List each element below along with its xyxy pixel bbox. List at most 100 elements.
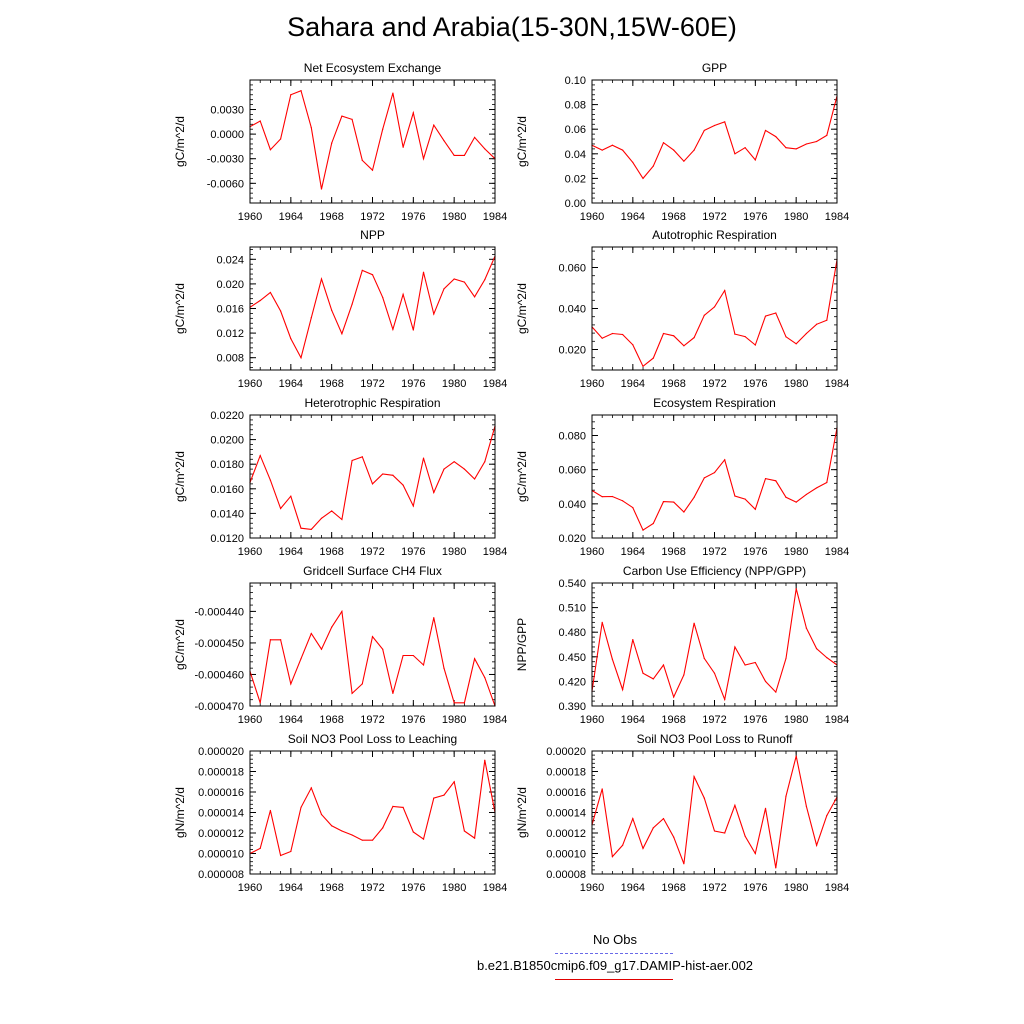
y-tick-label: 0.000016 [198, 787, 244, 799]
data-point [764, 807, 767, 810]
data-point [734, 804, 736, 806]
y-tick-label: 0.020 [216, 279, 244, 291]
x-tick-label: 1968 [319, 882, 343, 894]
data-point [463, 702, 465, 704]
x-tick-label: 1968 [661, 378, 685, 390]
data-point [392, 692, 394, 694]
data-point [652, 165, 654, 167]
y-tick-label: 0.510 [558, 603, 586, 615]
data-point [259, 299, 261, 302]
data-point [693, 622, 695, 624]
panel-6: Ecosystem Respiration gC/m^2/d 1960 1964 196… [515, 396, 849, 558]
data-point [826, 481, 828, 484]
data-point [826, 814, 828, 817]
data-point [280, 138, 282, 140]
plot-frame [591, 246, 838, 371]
data-point [601, 496, 603, 498]
series-line [249, 255, 496, 360]
data-point [371, 839, 374, 841]
data-point [473, 837, 476, 839]
x-tick-label: 1960 [238, 714, 262, 726]
data-point [382, 827, 384, 829]
data-point [611, 144, 614, 146]
plot-frame [249, 414, 496, 539]
data-point [826, 134, 828, 136]
data-point [826, 319, 828, 321]
data-point [453, 781, 455, 783]
data-point [290, 850, 292, 853]
data-point [371, 169, 374, 171]
data-point [826, 657, 828, 659]
panel-title: Net Ecosystem Exchange [304, 61, 442, 75]
y-tick-label: 0.020 [558, 345, 586, 357]
x-tick-label: 1972 [702, 714, 726, 726]
x-tick-label: 1960 [580, 211, 604, 223]
y-tick-label: 0.0120 [210, 533, 244, 545]
data-point [713, 830, 716, 832]
series-line [591, 755, 838, 868]
data-point [371, 636, 374, 638]
y-tick-label: 0.0030 [210, 105, 244, 117]
data-point [683, 345, 685, 347]
data-point [269, 809, 272, 812]
x-tick-label: 1980 [784, 882, 808, 894]
y-tick-label: 0.480 [558, 627, 586, 639]
data-point [744, 664, 746, 666]
x-tick-label: 1976 [401, 546, 425, 558]
data-point [484, 148, 486, 150]
data-point [703, 314, 705, 316]
data-point [310, 317, 312, 319]
x-tick-label: 1976 [743, 882, 767, 894]
data-point [473, 136, 476, 138]
y-tick-label: 0.10 [565, 75, 586, 87]
data-point [269, 291, 272, 294]
data-point [341, 830, 343, 832]
data-point [693, 496, 695, 498]
y-tick-label: 0.0140 [210, 508, 244, 520]
data-point [351, 303, 353, 305]
data-point [754, 344, 756, 346]
data-point [764, 315, 767, 317]
data-point [300, 806, 302, 808]
x-tick-label: 1984 [483, 714, 507, 726]
y-axis-label: gC/m^2/d [515, 451, 529, 502]
panel-title: NPP [360, 228, 385, 242]
x-tick-label: 1972 [360, 714, 384, 726]
data-point [412, 831, 414, 833]
data-point [392, 474, 394, 476]
data-point [734, 646, 736, 648]
data-point [331, 510, 333, 512]
y-axis-label: NPP/GPP [515, 618, 529, 671]
x-tick-label: 1972 [702, 546, 726, 558]
x-tick-label: 1960 [238, 546, 262, 558]
data-point [713, 672, 716, 674]
data-point [754, 508, 756, 510]
x-tick-label: 1976 [401, 882, 425, 894]
data-point [713, 124, 716, 127]
data-point [484, 461, 486, 463]
data-point [754, 159, 756, 161]
x-tick-label: 1980 [442, 378, 466, 390]
data-point [422, 664, 425, 666]
panel-title: Carbon Use Efficiency (NPP/GPP) [623, 564, 806, 578]
data-point [484, 278, 486, 281]
data-point [351, 459, 353, 462]
data-point [642, 529, 644, 531]
y-axis-label: gC/m^2/d [173, 283, 187, 334]
data-point [473, 478, 476, 480]
series-line [591, 259, 838, 368]
data-point [652, 678, 654, 680]
x-tick-label: 1972 [702, 882, 726, 894]
data-point [290, 338, 292, 340]
data-point [775, 312, 777, 314]
x-tick-label: 1968 [661, 714, 685, 726]
plot-frame [249, 79, 496, 204]
data-point [754, 852, 756, 855]
y-tick-label: -0.000460 [194, 669, 244, 681]
series-line [249, 89, 496, 190]
x-tick-label: 1960 [580, 714, 604, 726]
data-point [632, 344, 634, 346]
y-tick-label: 0.0160 [210, 484, 244, 496]
data-point [290, 495, 292, 497]
data-point [473, 296, 476, 298]
